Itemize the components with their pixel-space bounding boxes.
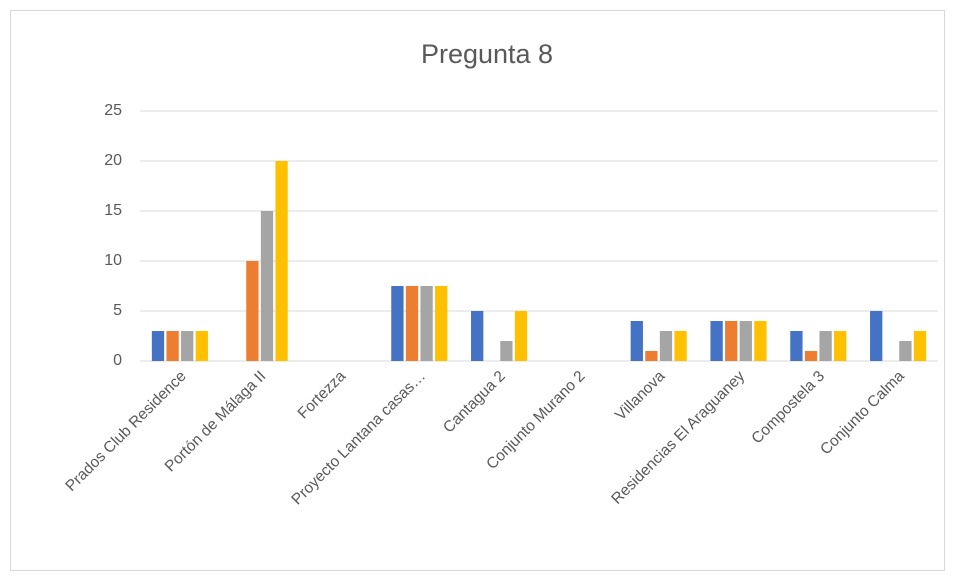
y-tick-label: 25	[104, 102, 122, 119]
bar	[246, 261, 259, 361]
bar	[420, 286, 433, 361]
bar	[725, 321, 738, 361]
bar	[790, 331, 803, 361]
bar	[899, 341, 912, 361]
bar	[435, 286, 448, 361]
bar	[195, 331, 208, 361]
y-tick-label: 10	[104, 252, 122, 269]
bar	[500, 341, 513, 361]
bar	[659, 331, 673, 361]
bar	[514, 311, 528, 361]
bar	[739, 321, 752, 361]
bar	[166, 331, 179, 361]
y-tick-label: 0	[113, 352, 122, 369]
bar	[630, 321, 643, 361]
bar	[834, 331, 847, 361]
y-tick-label: 15	[104, 202, 122, 219]
chart-border	[10, 10, 945, 571]
bar	[674, 331, 687, 361]
bar	[754, 321, 767, 361]
bar	[710, 321, 723, 361]
bar	[819, 331, 832, 361]
bar	[471, 311, 484, 361]
bar	[804, 351, 818, 361]
bar	[151, 331, 165, 361]
bar	[275, 161, 288, 361]
bar	[260, 211, 274, 361]
y-tick-label: 5	[113, 302, 122, 319]
bar	[870, 311, 883, 361]
chart-title: Pregunta 8	[421, 39, 553, 69]
y-tick-label: 20	[104, 152, 122, 169]
bar	[391, 286, 404, 361]
bar	[913, 331, 927, 361]
bar	[645, 351, 658, 361]
bar	[405, 286, 419, 361]
bar	[181, 331, 194, 361]
